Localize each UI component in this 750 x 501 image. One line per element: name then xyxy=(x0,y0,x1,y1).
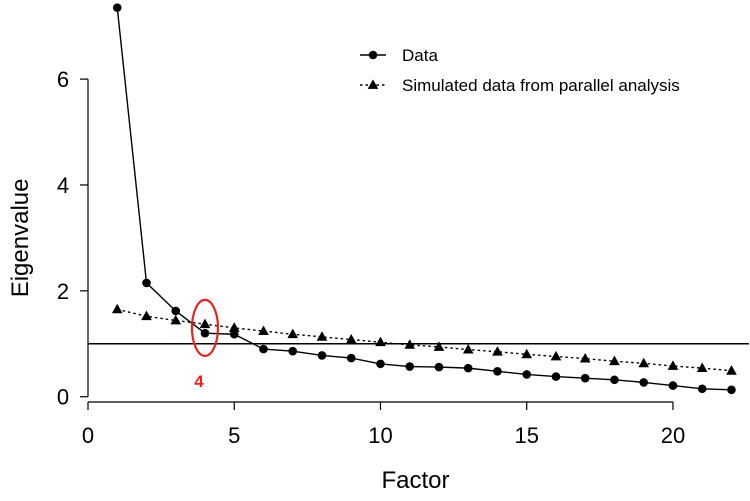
legend-marker xyxy=(367,79,379,89)
data-point xyxy=(726,365,737,375)
legend-label: Simulated data from parallel analysis xyxy=(402,76,680,95)
data-point xyxy=(376,359,385,369)
x-tick-label: 20 xyxy=(661,423,685,448)
data-point xyxy=(288,346,298,356)
y-ticks: 0 2 4 6 xyxy=(57,67,88,410)
series-1 xyxy=(112,3,736,395)
data-point xyxy=(668,381,678,390)
data-point xyxy=(639,378,649,387)
data-point xyxy=(228,322,240,332)
data-point xyxy=(259,344,268,354)
series-layer xyxy=(111,3,737,395)
data-point xyxy=(433,341,445,351)
data-point xyxy=(199,318,211,329)
x-tick-label: 0 xyxy=(82,423,94,448)
data-point xyxy=(316,331,328,341)
data-point xyxy=(229,329,239,339)
data-point xyxy=(609,355,620,366)
x-axis-title: Factor xyxy=(381,467,449,494)
data-point xyxy=(346,353,356,363)
data-point xyxy=(404,339,416,349)
annotation-ellipse xyxy=(190,298,220,357)
data-point xyxy=(522,370,532,379)
x-tick-label: 15 xyxy=(514,423,538,448)
data-point xyxy=(375,336,386,347)
y-tick-label: 4 xyxy=(57,173,69,198)
y-tick-label: 6 xyxy=(57,67,69,92)
data-point xyxy=(434,362,444,372)
x-tick-label: 5 xyxy=(228,423,240,448)
legend: Data Simulated data from parallel analysi… xyxy=(360,46,680,95)
series-line xyxy=(117,308,732,372)
data-point xyxy=(111,303,123,314)
data-point xyxy=(287,328,299,339)
x-axis: 0 5 10 15 20 Factor xyxy=(82,401,685,494)
data-point xyxy=(112,3,122,12)
data-point xyxy=(696,362,708,373)
data-point xyxy=(492,346,503,356)
series-2 xyxy=(111,303,737,375)
legend-label: Data xyxy=(402,46,438,65)
legend-marker xyxy=(368,50,378,60)
data-point xyxy=(550,350,562,361)
data-point xyxy=(667,360,679,370)
data-point xyxy=(200,328,210,338)
data-point xyxy=(142,278,151,288)
series-line xyxy=(116,7,732,391)
data-point xyxy=(697,384,707,394)
data-point xyxy=(610,375,619,385)
annotation: 4 xyxy=(190,298,220,391)
data-point xyxy=(463,363,473,373)
x-ticks: 0 5 10 15 20 xyxy=(82,402,685,448)
data-point xyxy=(170,314,182,325)
data-point xyxy=(521,348,533,359)
data-point xyxy=(258,325,269,335)
data-point xyxy=(551,372,561,381)
data-point xyxy=(405,362,415,371)
data-point xyxy=(638,357,650,368)
data-point xyxy=(493,366,502,376)
x-tick-label: 10 xyxy=(368,423,392,448)
data-point xyxy=(579,352,591,363)
y-axis: 0 2 4 6 Eigenvalue xyxy=(7,67,89,410)
data-point xyxy=(317,351,327,360)
data-point xyxy=(345,333,357,344)
y-tick-label: 0 xyxy=(57,385,69,410)
data-point xyxy=(727,385,736,395)
data-point xyxy=(462,343,474,354)
y-tick-label: 2 xyxy=(57,279,69,304)
data-point xyxy=(141,310,152,321)
data-point xyxy=(580,373,590,383)
data-point xyxy=(171,306,181,316)
annotation-label: 4 xyxy=(194,372,204,391)
y-axis-title: Eigenvalue xyxy=(7,179,34,298)
